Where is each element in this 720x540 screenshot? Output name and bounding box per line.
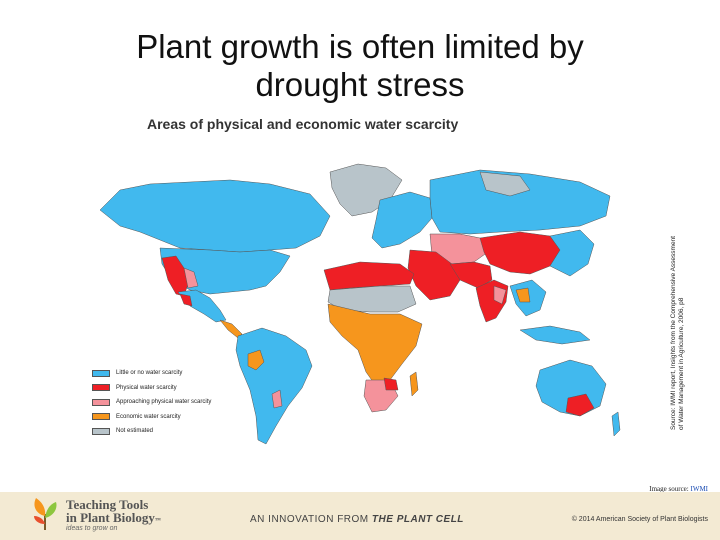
legend-item-little: Little or no water scarcity: [92, 366, 211, 381]
footer-center-prefix: AN INNOVATION FROM: [250, 514, 372, 525]
mexico-physical: [179, 293, 193, 307]
us-southwest-approaching: [183, 267, 199, 289]
sahara: [327, 285, 417, 313]
sub-saharan-africa: [327, 303, 423, 387]
south-america: [235, 327, 313, 445]
logo-line1: Teaching Tools: [66, 497, 149, 512]
australia-physical: [565, 393, 595, 417]
logo-line2: in Plant Biology™: [66, 510, 161, 525]
central-america: [219, 319, 243, 339]
legend-label-approaching: Approaching physical water scarcity: [116, 399, 212, 406]
legend-label-physical: Physical water scarcity: [116, 384, 177, 391]
north-asia: [429, 169, 611, 235]
legend-swatch-not-estimated: [92, 427, 110, 435]
russia-not-estimated: [479, 171, 531, 197]
slide-title: Plant growth is often limited by drought…: [40, 28, 680, 104]
image-source: Image source: IWMI: [649, 485, 708, 493]
south-america-economic: [247, 349, 265, 371]
indonesia: [519, 325, 591, 345]
slide-title-line1: Plant growth is often limited by: [136, 28, 584, 65]
south-central-asia: [449, 261, 493, 289]
east-asia: [549, 229, 595, 277]
source-note: Source: IWMI report, Insights from the C…: [670, 236, 685, 430]
madagascar: [409, 371, 419, 397]
legend-label-little: Little or no water scarcity: [116, 370, 183, 377]
footer-copyright: © 2014 American Society of Plant Biologi…: [571, 516, 708, 523]
image-source-link[interactable]: IWMI: [690, 485, 709, 493]
slide-title-line2: drought stress: [255, 66, 465, 103]
legend-swatch-physical: [92, 384, 110, 392]
legend-swatch-economic: [92, 413, 110, 421]
legend-item-not-estimated: Not estimated: [92, 424, 211, 439]
legend-label-economic: Economic water scarcity: [116, 413, 181, 420]
southeast-asia-economic: [515, 287, 531, 303]
legend-swatch-approaching: [92, 398, 110, 406]
legend-item-physical: Physical water scarcity: [92, 381, 211, 396]
leaf-logo-icon: [34, 498, 57, 530]
logo-tagline: ideas to grow on: [66, 525, 118, 532]
footer-bar: Teaching Tools in Plant Biology™ ideas t…: [0, 492, 720, 540]
south-america-approaching: [271, 389, 283, 409]
legend-label-not-estimated: Not estimated: [116, 428, 154, 435]
southern-africa-physical: [383, 377, 399, 391]
new-zealand: [611, 411, 621, 437]
footer-center-brand: THE PLANT CELL: [371, 514, 464, 525]
europe: [371, 191, 433, 249]
china-physical: [479, 231, 561, 275]
logo-text: Teaching Tools in Plant Biology™: [66, 498, 161, 528]
map-title: Areas of physical and economic water sca…: [147, 116, 459, 132]
image-source-prefix: Image source:: [649, 485, 691, 493]
footer-innovation-text: AN INNOVATION FROM THE PLANT CELL: [250, 514, 464, 525]
map-legend: Little or no water scarcity Physical wat…: [92, 366, 211, 439]
north-america-north: [99, 179, 331, 253]
world-map: [80, 140, 625, 460]
india: [475, 279, 509, 323]
india-approaching: [493, 285, 507, 305]
us-southwest: [161, 255, 189, 297]
legend-item-economic: Economic water scarcity: [92, 410, 211, 425]
legend-item-approaching: Approaching physical water scarcity: [92, 395, 211, 410]
legend-swatch-little: [92, 369, 110, 377]
